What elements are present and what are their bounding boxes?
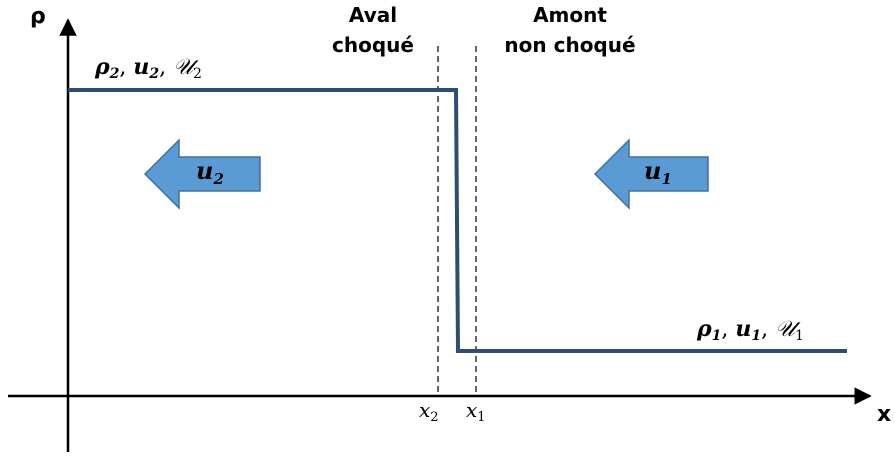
right-rho: ρ (697, 316, 712, 342)
x1-tick-label: x1 (466, 398, 486, 425)
left-rho-sub: 2 (109, 66, 120, 82)
y-axis-label: ρ (30, 4, 46, 29)
downstream-heading: Aval choqué (318, 0, 428, 60)
left-u: u (133, 54, 150, 80)
x-axis-label: x (877, 402, 892, 427)
arrow-u2 (143, 138, 261, 210)
upstream-line2: non choqué (504, 33, 636, 57)
left-state-label: ρ2, u2, 𝒰2 (95, 54, 202, 82)
right-script-sub: 1 (794, 328, 804, 344)
arrow-u1 (593, 138, 709, 210)
right-state-label: ρ1, u1, 𝒰1 (697, 316, 804, 344)
arrow-u1-var: u (644, 156, 662, 185)
x1-var: x (466, 398, 478, 422)
left-rho: ρ (95, 54, 110, 80)
density-profile (68, 88, 847, 353)
x1-sub: 1 (477, 410, 486, 425)
upstream-heading: Amont non choqué (500, 0, 640, 60)
arrow-u1-label: u1 (644, 156, 672, 188)
x2-sub: 2 (430, 410, 439, 425)
arrow-u2-label: u2 (196, 156, 224, 188)
right-u-sub: 1 (751, 328, 762, 344)
left-u-sub: 2 (149, 66, 160, 82)
x2-tick-label: x2 (419, 398, 439, 425)
arrow-u2-var: u (196, 156, 214, 185)
right-script: 𝒰 (775, 317, 795, 342)
right-u: u (735, 316, 752, 342)
arrow-u2-sub: 2 (213, 170, 224, 188)
downstream-line1: Aval (348, 3, 398, 27)
right-rho-sub: 1 (711, 328, 722, 344)
left-script: 𝒰 (173, 55, 193, 80)
x2-var: x (419, 398, 431, 422)
downstream-line2: choqué (332, 33, 414, 57)
upstream-line1: Amont (533, 3, 607, 27)
arrow-u1-sub: 1 (661, 170, 672, 188)
left-script-sub: 2 (192, 66, 202, 82)
